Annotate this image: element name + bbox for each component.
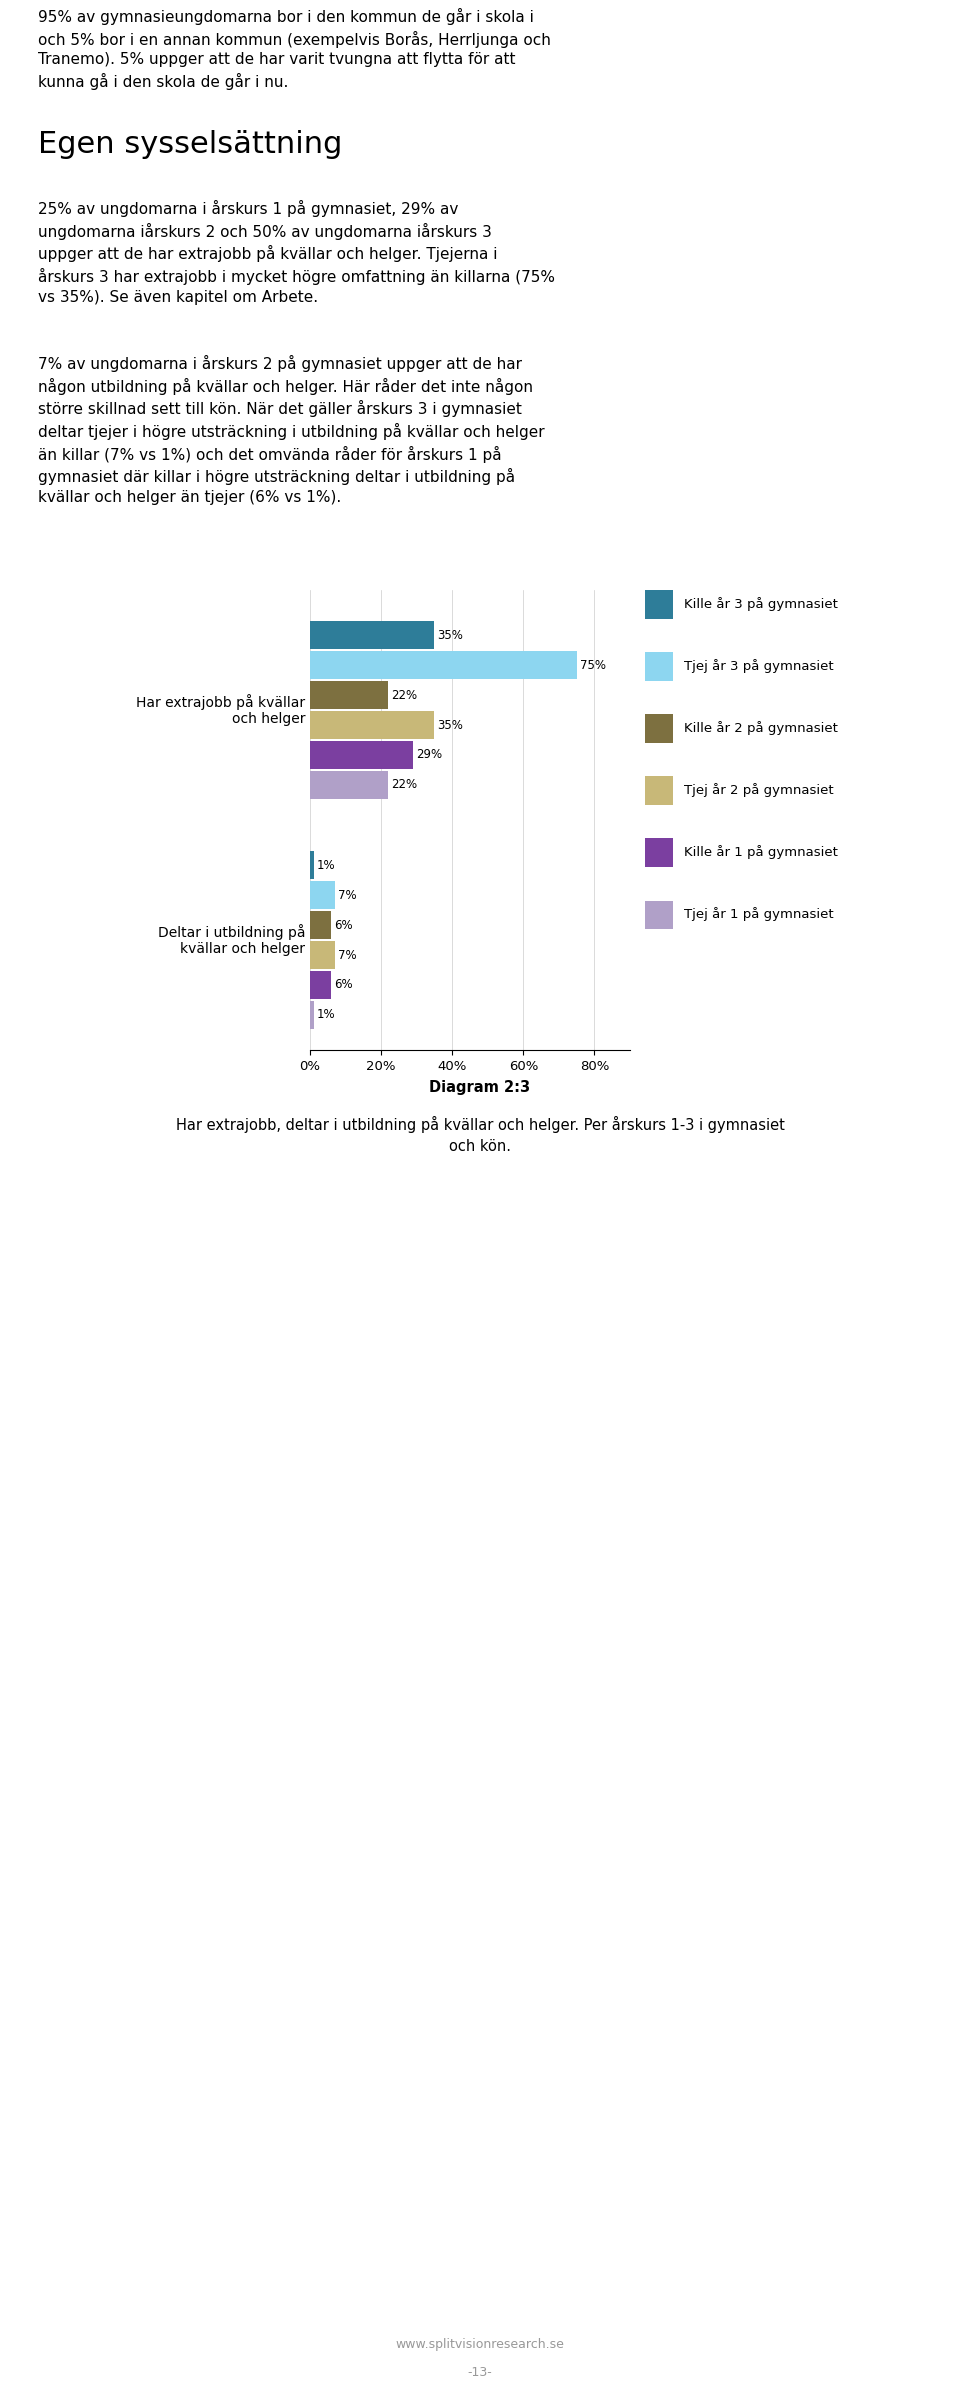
Text: Tjej år 2 på gymnasiet: Tjej år 2 på gymnasiet: [684, 783, 833, 798]
Text: 75%: 75%: [580, 659, 606, 671]
Text: Deltar i utbildning på
kvällar och helger: Deltar i utbildning på kvällar och helge…: [157, 924, 305, 955]
Bar: [645, 714, 673, 743]
Text: 6%: 6%: [334, 919, 353, 931]
Bar: [310, 681, 388, 709]
Text: Har extrajobb, deltar i utbildning på kvällar och helger. Per årskurs 1-3 i gymn: Har extrajobb, deltar i utbildning på kv…: [176, 1115, 784, 1153]
Text: Tjej år 3 på gymnasiet: Tjej år 3 på gymnasiet: [684, 659, 833, 673]
Bar: [645, 838, 673, 867]
Bar: [645, 776, 673, 805]
Bar: [310, 850, 314, 879]
Text: 29%: 29%: [416, 747, 443, 762]
Text: www.splitvisionresearch.se: www.splitvisionresearch.se: [396, 2338, 564, 2352]
Text: -13-: -13-: [468, 2367, 492, 2378]
Text: 95% av gymnasieungdomarna bor i den kommun de går i skola i
och 5% bor i en anna: 95% av gymnasieungdomarna bor i den komm…: [38, 7, 551, 91]
Text: 1%: 1%: [317, 860, 335, 872]
Bar: [310, 941, 335, 970]
Text: 1%: 1%: [317, 1008, 335, 1022]
Bar: [310, 740, 413, 769]
Text: 7%: 7%: [338, 888, 356, 903]
Text: Egen sysselsättning: Egen sysselsättning: [38, 129, 343, 160]
Bar: [310, 652, 577, 678]
Text: 22%: 22%: [391, 778, 418, 790]
Text: Har extrajobb på kvällar
och helger: Har extrajobb på kvällar och helger: [136, 695, 305, 726]
Bar: [310, 972, 331, 998]
Text: 7% av ungdomarna i årskurs 2 på gymnasiet uppger att de har
någon utbildning på : 7% av ungdomarna i årskurs 2 på gymnasie…: [38, 356, 544, 504]
Text: Tjej år 1 på gymnasiet: Tjej år 1 på gymnasiet: [684, 907, 833, 922]
Bar: [310, 621, 435, 650]
Text: 22%: 22%: [391, 688, 418, 702]
Text: Kille år 3 på gymnasiet: Kille år 3 på gymnasiet: [684, 597, 838, 611]
Text: 7%: 7%: [338, 948, 356, 962]
Bar: [310, 712, 435, 740]
Text: 35%: 35%: [438, 719, 463, 731]
Bar: [645, 900, 673, 929]
Text: Diagram 2:3: Diagram 2:3: [429, 1079, 531, 1096]
Bar: [645, 652, 673, 681]
Bar: [310, 881, 335, 910]
Text: 25% av ungdomarna i årskurs 1 på gymnasiet, 29% av
ungdomarna iårskurs 2 och 50%: 25% av ungdomarna i årskurs 1 på gymnasi…: [38, 201, 555, 306]
Text: Kille år 2 på gymnasiet: Kille år 2 på gymnasiet: [684, 721, 838, 736]
Bar: [310, 910, 331, 938]
Text: 6%: 6%: [334, 979, 353, 991]
Bar: [310, 1001, 314, 1029]
Text: 35%: 35%: [438, 628, 463, 642]
Bar: [645, 590, 673, 618]
Text: Kille år 1 på gymnasiet: Kille år 1 på gymnasiet: [684, 845, 838, 860]
Bar: [310, 771, 388, 800]
